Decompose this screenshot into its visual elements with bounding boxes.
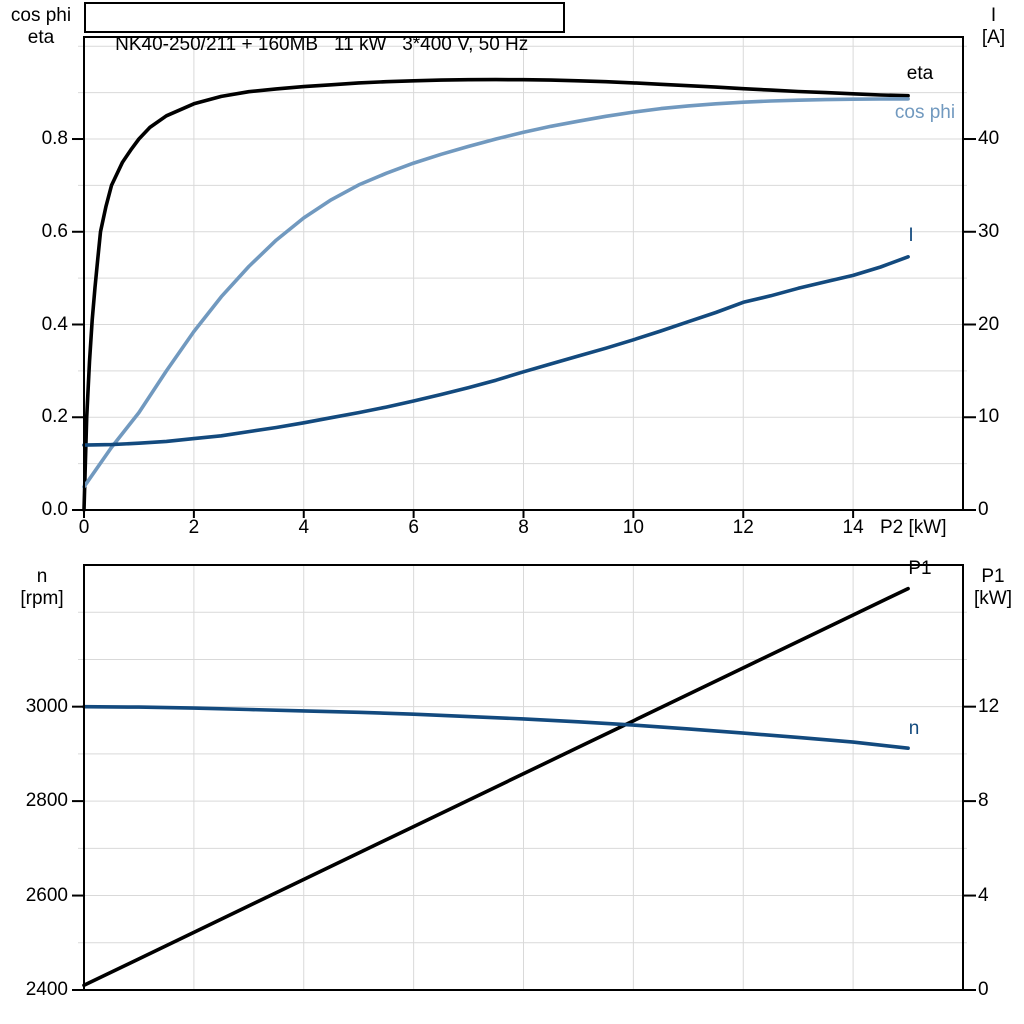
- left-axis-tick-label: 0.8: [41, 128, 68, 150]
- x-axis-tick-label: 8: [518, 517, 529, 538]
- top-x-axis-title: P2 [kW]: [880, 517, 947, 538]
- right-axis-tick-label: 4: [978, 884, 989, 906]
- left-axis-tick-label: 3000: [25, 695, 68, 717]
- left-axis-tick-label: 2800: [25, 790, 68, 812]
- bottom-right-axis-title-line1: P1: [981, 566, 1005, 587]
- left-axis-tick-label: 2400: [25, 979, 68, 1000]
- right-axis-tick-label: 8: [978, 790, 989, 812]
- curve-label-cos-phi: cos phi: [894, 102, 956, 123]
- right-axis-tick-label: 20: [978, 313, 1000, 335]
- curve-i: [82, 255, 910, 447]
- right-axis-tick-label: 30: [978, 220, 1000, 242]
- left-axis-tick-label: 0.6: [41, 220, 68, 242]
- x-axis-tick-label: 6: [408, 517, 419, 538]
- x-axis-tick-label: 12: [732, 517, 754, 538]
- curve-n: [82, 704, 910, 750]
- curve-label-eta: eta: [906, 63, 934, 84]
- top-left-axis-title-line2: eta: [27, 27, 55, 48]
- top-right-axis-title-line1: I: [990, 5, 997, 26]
- right-axis-tick-label: 10: [978, 406, 1000, 428]
- left-axis-tick-label: 0.4: [41, 313, 68, 335]
- chart-title: NK40-250/211 + 160MB 11 kW 3*400 V, 50 H…: [115, 34, 529, 55]
- x-axis-tick-label: 2: [188, 517, 200, 538]
- curve-label-current: I: [908, 225, 914, 246]
- chart-title-box: NK40-250/211 + 160MB 11 kW 3*400 V, 50 H…: [84, 2, 565, 55]
- bottom-left-axis-title: n [rpm]: [0, 566, 84, 610]
- curve-p1: [82, 586, 910, 988]
- curve-eta: [82, 77, 910, 512]
- right-axis-tick-label: 12: [978, 695, 1000, 717]
- x-axis-tick-label: 0: [78, 517, 90, 538]
- left-axis-tick-label: 2600: [25, 884, 68, 906]
- x-axis-tick-label: 10: [622, 517, 644, 538]
- right-axis-tick-label: 40: [978, 128, 1000, 150]
- x-axis-tick-label: 4: [298, 517, 310, 538]
- top-left-axis-title: cos phi eta: [0, 5, 82, 49]
- top-right-axis-title: I [A]: [963, 5, 1024, 49]
- bottom-left-axis-title-line1: n: [36, 566, 48, 587]
- curve-label-n: n: [908, 718, 920, 739]
- right-axis-tick-label: 0: [978, 979, 989, 1000]
- bottom-right-axis-title: P1 [kW]: [962, 566, 1024, 610]
- top-right-axis-title-line2: [A]: [981, 27, 1006, 48]
- right-axis-tick-label: 0: [978, 499, 989, 520]
- curve-cos-phi: [82, 97, 910, 489]
- bottom-left-axis-title-line2: [rpm]: [20, 588, 64, 609]
- top-left-axis-title-line1: cos phi: [10, 5, 72, 26]
- curve-label-p1: P1: [908, 558, 932, 579]
- bottom-right-axis-title-line2: [kW]: [974, 588, 1012, 609]
- left-axis-tick-label: 0.2: [41, 406, 68, 428]
- left-axis-tick-label: 0.0: [41, 499, 68, 520]
- x-axis-tick-label: 14: [842, 517, 864, 538]
